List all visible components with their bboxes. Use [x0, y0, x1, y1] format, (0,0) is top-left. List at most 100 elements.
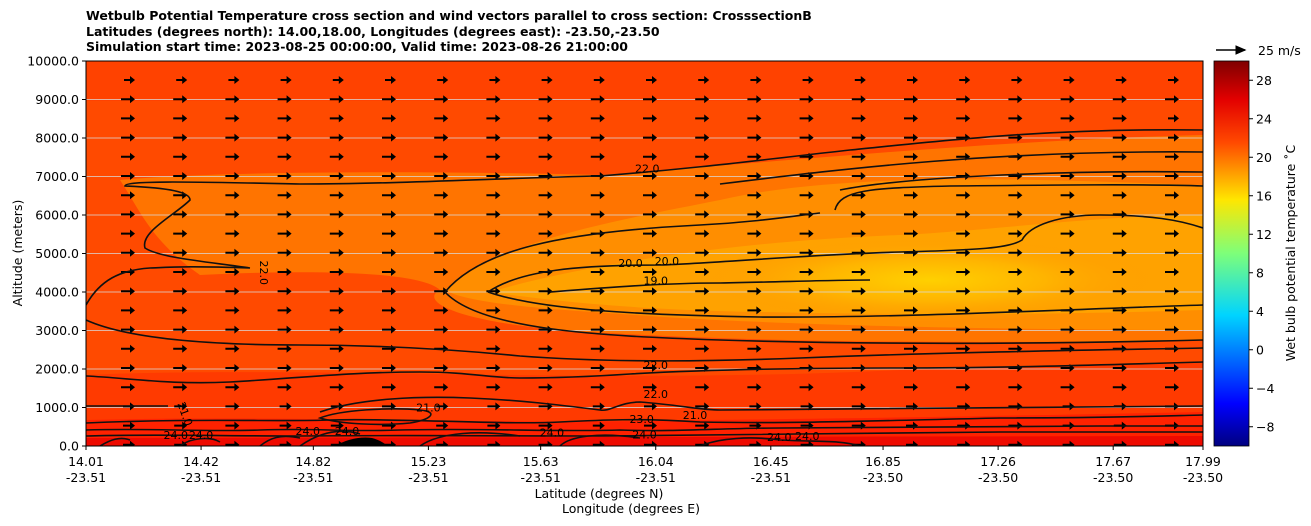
wind-vector-arrow: [956, 344, 971, 353]
wind-vector-arrow: [277, 133, 292, 142]
wind-vector-arrow: [799, 383, 814, 392]
wind-vector-arrow: [434, 306, 449, 315]
wind-vector-arrow: [799, 95, 814, 104]
wind-vector-arrow: [1008, 421, 1023, 430]
wind-vector-arrow: [956, 383, 971, 392]
wind-vectors: [121, 76, 1179, 446]
wind-vector-arrow: [486, 95, 501, 104]
wind-vector-arrow: [277, 306, 292, 315]
wind-vector-arrow: [590, 364, 605, 372]
wind-vector-arrow: [1112, 383, 1127, 392]
wind-vector-arrow: [123, 421, 135, 430]
colorbar-tick-label: 4: [1256, 304, 1264, 319]
wind-vector-arrow: [799, 229, 814, 238]
wind-vector-arrow: [643, 268, 657, 276]
y-tick-label: 5000.0: [35, 246, 79, 261]
wind-vector-arrow: [1008, 383, 1023, 392]
wind-vector-arrow: [173, 172, 188, 180]
wind-vector-arrow: [538, 421, 553, 430]
wind-vector-arrow: [225, 325, 240, 334]
y-tick-label: 1000.0: [35, 400, 79, 415]
wind-vector-arrow: [225, 364, 240, 372]
wind-vector-arrow: [225, 133, 240, 142]
wind-vector-arrow: [277, 114, 292, 123]
wind-vector-arrow: [956, 306, 971, 315]
wind-vector-arrow: [851, 114, 866, 123]
y-tick-label: 4000.0: [35, 285, 79, 300]
wind-vector-arrow: [904, 152, 918, 161]
wind-vector-arrow: [1060, 229, 1075, 238]
wind-vector-arrow: [643, 287, 657, 296]
contour-label: 24.0: [632, 428, 657, 441]
wind-vector-arrow: [747, 114, 762, 123]
wind-vector-arrow: [277, 191, 292, 200]
wind-vector-arrow: [1063, 76, 1075, 84]
colorbar-ticks: −8 −4 0 4 8 12 16 20 24 28: [1249, 73, 1274, 434]
wind-vector-arrow: [904, 383, 918, 392]
wind-vector-arrow: [279, 402, 292, 411]
wind-vector-arrow: [695, 287, 710, 296]
wind-vector-arrow: [124, 76, 135, 84]
wind-vector-arrow: [329, 133, 344, 142]
wind-vector-arrow: [1008, 229, 1023, 238]
x-tick-label-lon: -23.50: [1183, 470, 1223, 485]
wind-vector-arrow: [851, 210, 866, 219]
wind-vector-arrow: [486, 191, 501, 200]
contour-label: 22.0: [643, 359, 668, 372]
wind-vector-arrow: [434, 325, 449, 334]
x-axis: 14.01-23.5114.42-23.5114.82-23.5115.23-2…: [66, 446, 1223, 485]
wind-vector-arrow: [121, 248, 135, 257]
wind-vector-arrow: [225, 172, 240, 180]
wind-vector-arrow: [904, 287, 918, 296]
wind-vector-arrow: [434, 210, 449, 219]
colorbar-tick-label: 8: [1256, 265, 1264, 280]
wind-vector-arrow: [121, 95, 135, 104]
wind-vector-arrow: [1112, 191, 1127, 200]
wind-vector-arrow: [382, 440, 396, 446]
wind-vector-arrow: [800, 440, 814, 446]
wind-vector-arrow: [1112, 287, 1127, 296]
wind-vector-arrow: [277, 152, 292, 161]
wind-vector-arrow: [799, 268, 814, 276]
wind-vector-arrow: [1011, 76, 1023, 84]
x-tick-label-lat: 16.04: [638, 454, 674, 469]
wind-vector-arrow: [749, 402, 762, 411]
wind-vector-arrow: [434, 229, 449, 238]
wind-vector-arrow: [851, 229, 866, 238]
wind-vector-arrow: [1008, 95, 1023, 104]
wind-vector-arrow: [277, 325, 292, 334]
wind-vector-arrow: [329, 248, 344, 257]
wind-vector-arrow: [1008, 287, 1023, 296]
wind-vector-arrow: [695, 229, 710, 238]
wind-vector-arrow: [590, 325, 605, 334]
wind-vector-arrow: [225, 383, 240, 392]
wind-vector-arrow: [590, 383, 605, 392]
contour-label: 19.0: [643, 274, 668, 287]
wind-vector-arrow: [643, 344, 657, 353]
y-tick-label: 7000.0: [35, 169, 79, 184]
wind-vector-arrow: [486, 287, 501, 296]
wind-vector-arrow: [1165, 287, 1179, 296]
wind-vector-arrow: [277, 287, 292, 296]
wind-vector-arrow: [538, 210, 553, 219]
wind-vector-arrow: [747, 268, 762, 276]
wind-vector-arrow: [1112, 152, 1127, 161]
wind-vector-arrow: [1165, 229, 1179, 238]
colorbar-gradient: [1213, 60, 1250, 447]
wind-vector-arrow: [802, 76, 814, 84]
wind-vector-arrow: [434, 133, 449, 142]
wind-vector-arrow: [121, 114, 135, 123]
wind-vector-arrow: [643, 133, 657, 142]
wind-vector-arrow: [121, 364, 135, 372]
contour-label: 22.0: [257, 261, 270, 286]
wind-vector-arrow: [695, 95, 710, 104]
wind-vector-arrow: [173, 344, 188, 353]
x-tick-label-lon: -23.51: [636, 470, 676, 485]
wind-vector-arrow: [225, 152, 240, 161]
wind-vector-arrow: [486, 114, 501, 123]
x-tick-label-lon: -23.51: [521, 470, 561, 485]
wind-vector-arrow: [851, 287, 866, 296]
wind-vector-arrow: [329, 114, 344, 123]
wind-vector-arrow: [225, 268, 240, 276]
wind-vector-arrow: [698, 76, 710, 84]
